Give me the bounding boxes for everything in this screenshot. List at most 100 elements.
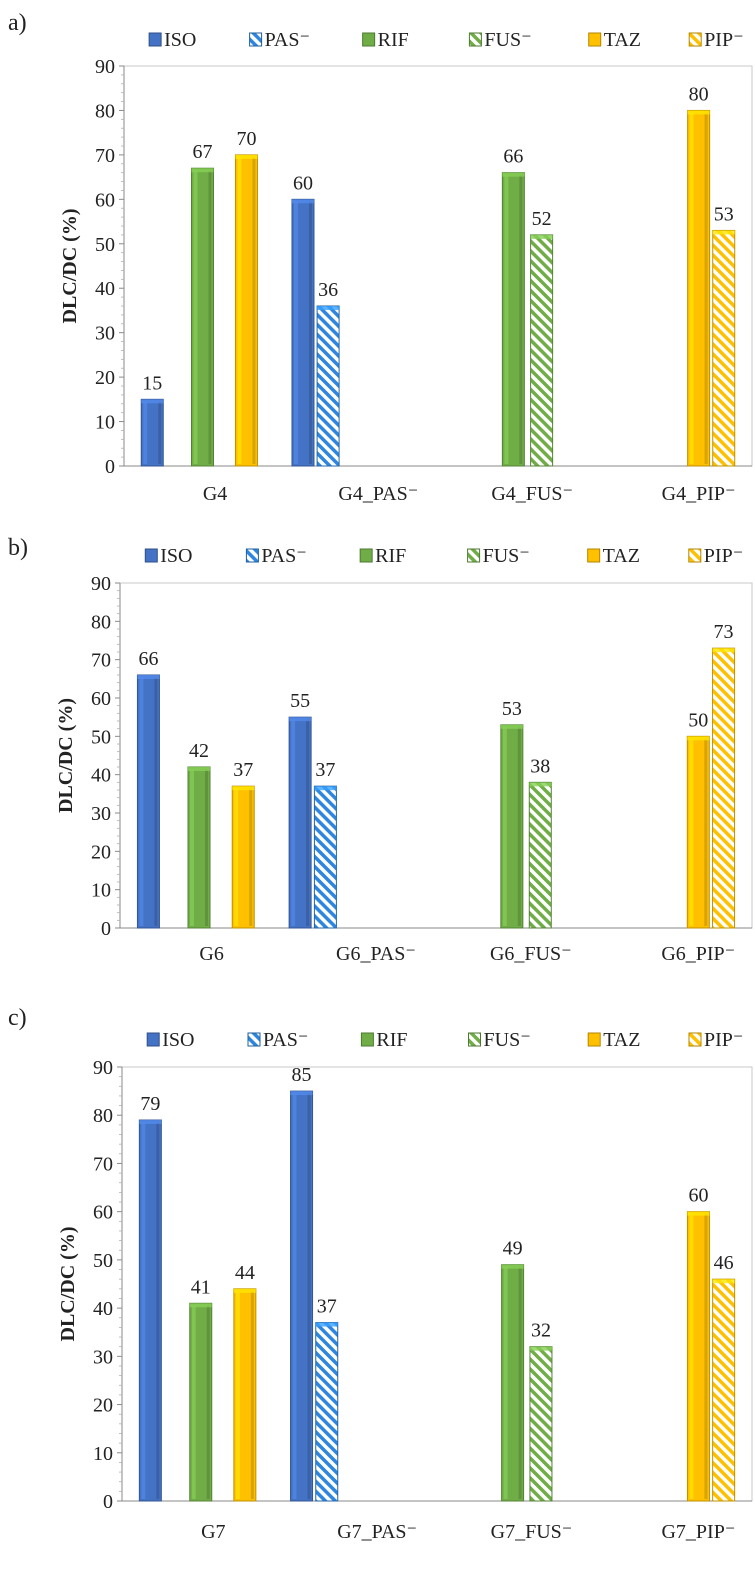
legend-item-rif: RIF (359, 545, 406, 567)
bar-highlight (502, 726, 507, 926)
bar-g7pip-taz: 60 (686, 1185, 710, 1502)
legend-item-iso: ISO (144, 545, 193, 567)
bar-top (317, 306, 340, 310)
y-tick-label: 30 (91, 803, 111, 825)
y-tick-label: 50 (95, 234, 115, 256)
category-label: G4_FUS⁻ (491, 483, 573, 505)
bar-shade (704, 112, 708, 464)
bar-top (687, 110, 710, 115)
bar-value-label: 53 (714, 203, 734, 225)
bar-body (712, 647, 736, 929)
legend-item-fus: FUS⁻ (467, 545, 530, 567)
bar-g4pip-pip: 53 (712, 203, 736, 467)
legend-label: RIF (378, 29, 409, 51)
bar-shade (517, 726, 521, 926)
legend-item-pip: PIP⁻ (688, 545, 743, 567)
bar-value-label: 66 (503, 146, 523, 168)
legend-item-pas: PAS⁻ (245, 545, 307, 567)
bar-highlight (190, 769, 194, 926)
bar-value-label: 73 (714, 621, 734, 643)
bar-g7fus-rif: 49 (501, 1238, 525, 1502)
bar-g6-rif: 42 (187, 740, 211, 929)
y-tick-label: 10 (91, 880, 111, 902)
legend-label: TAZ (603, 545, 640, 567)
bar-value-label: 36 (318, 279, 338, 301)
panel-3: c) 0 10 20 30 40 50 60 70 80 90 DLC/DC (%) ISO PAS⁻ RI… (8, 1005, 753, 1543)
y-tick-label: 80 (95, 100, 115, 122)
y-axis-label: DLC/DC (%) (57, 1227, 79, 1342)
y-tick-label: 10 (95, 412, 115, 434)
y-tick-label: 80 (93, 1105, 113, 1127)
y-tick-label: 70 (93, 1153, 113, 1175)
category-label: G6 (199, 943, 223, 965)
bar-body (315, 1322, 339, 1502)
bar-value-label: 50 (688, 709, 708, 731)
legend-item-taz: TAZ (588, 29, 641, 51)
bar-g6pip-pip: 73 (712, 621, 736, 929)
category-label: G7_FUS⁻ (491, 1521, 573, 1543)
bar-value-label: 67 (193, 141, 213, 163)
legend-swatch (247, 1032, 261, 1047)
bar-value-label: 79 (140, 1093, 160, 1115)
bar-shade (249, 788, 253, 926)
bar-highlight (141, 1122, 146, 1499)
panel-2: b) 0 10 20 30 40 50 60 70 80 90 DLC/DC (%) ISO PAS⁻ RI… (8, 535, 753, 965)
legend-swatch (688, 548, 702, 563)
legend-swatch (249, 32, 263, 47)
category-label: G4 (203, 483, 227, 505)
y-tick-label: 0 (101, 918, 111, 940)
legend-swatch (468, 1032, 481, 1047)
bar-top (290, 1091, 313, 1096)
bar-shade (205, 769, 208, 926)
panel-label: a) (8, 10, 27, 36)
bar-top (530, 234, 553, 239)
legend-item-pip: PIP⁻ (688, 1029, 743, 1051)
bar-value-label: 32 (531, 1320, 551, 1342)
legend-label: FUS⁻ (484, 29, 531, 51)
bar-g7pip-pip: 46 (712, 1252, 736, 1502)
panel-label: b) (8, 535, 28, 561)
bar-top (189, 1303, 212, 1308)
bar-g7pas-iso: 85 (290, 1064, 314, 1502)
legend-label: FUS⁻ (484, 1029, 531, 1051)
y-tick-label: 70 (95, 145, 115, 167)
bar-top (232, 786, 255, 791)
bar-top (235, 154, 258, 159)
y-tick-label: 50 (91, 726, 111, 748)
panel-label: c) (8, 1005, 27, 1031)
bar-top (687, 736, 710, 741)
legend-item-iso: ISO (148, 29, 196, 51)
legend-swatch (688, 32, 702, 47)
legend-label: ISO (162, 1029, 194, 1051)
bar-shade (208, 170, 212, 464)
legend-item-rif: RIF (360, 1029, 408, 1051)
category-label: G6_PAS⁻ (336, 943, 416, 965)
bar-g6-taz: 37 (231, 759, 255, 929)
bar-top (314, 786, 337, 791)
legend-item-pip: PIP⁻ (688, 29, 744, 51)
legend-label: PAS⁻ (261, 545, 306, 567)
bar-g7-iso: 79 (138, 1093, 162, 1502)
bar-shade (704, 1213, 708, 1499)
bar-value-label: 44 (235, 1262, 255, 1284)
category-label: G7_PAS⁻ (337, 1521, 417, 1543)
bar-value-label: 85 (292, 1064, 312, 1086)
bar-shade (308, 201, 312, 465)
legend-label: PAS⁻ (265, 29, 310, 51)
bar-highlight (143, 401, 148, 464)
bar-top (502, 172, 525, 177)
legend-item-pas: PAS⁻ (249, 29, 310, 51)
y-tick-label: 20 (93, 1395, 113, 1417)
bar-top (289, 717, 312, 722)
bar-value-label: 49 (503, 1238, 523, 1260)
bar-g7fus-fus: 32 (529, 1320, 553, 1502)
legend-label: RIF (375, 545, 406, 567)
bar-body (529, 1346, 553, 1502)
y-tick-label: 40 (93, 1298, 113, 1320)
legend-item-taz: TAZ (587, 545, 640, 567)
bar-top (712, 648, 735, 653)
bar-value-label: 37 (233, 759, 253, 781)
y-tick-label: 20 (95, 367, 115, 389)
bar-g4-rif: 67 (191, 141, 214, 467)
bar-g4-taz: 70 (234, 128, 258, 467)
